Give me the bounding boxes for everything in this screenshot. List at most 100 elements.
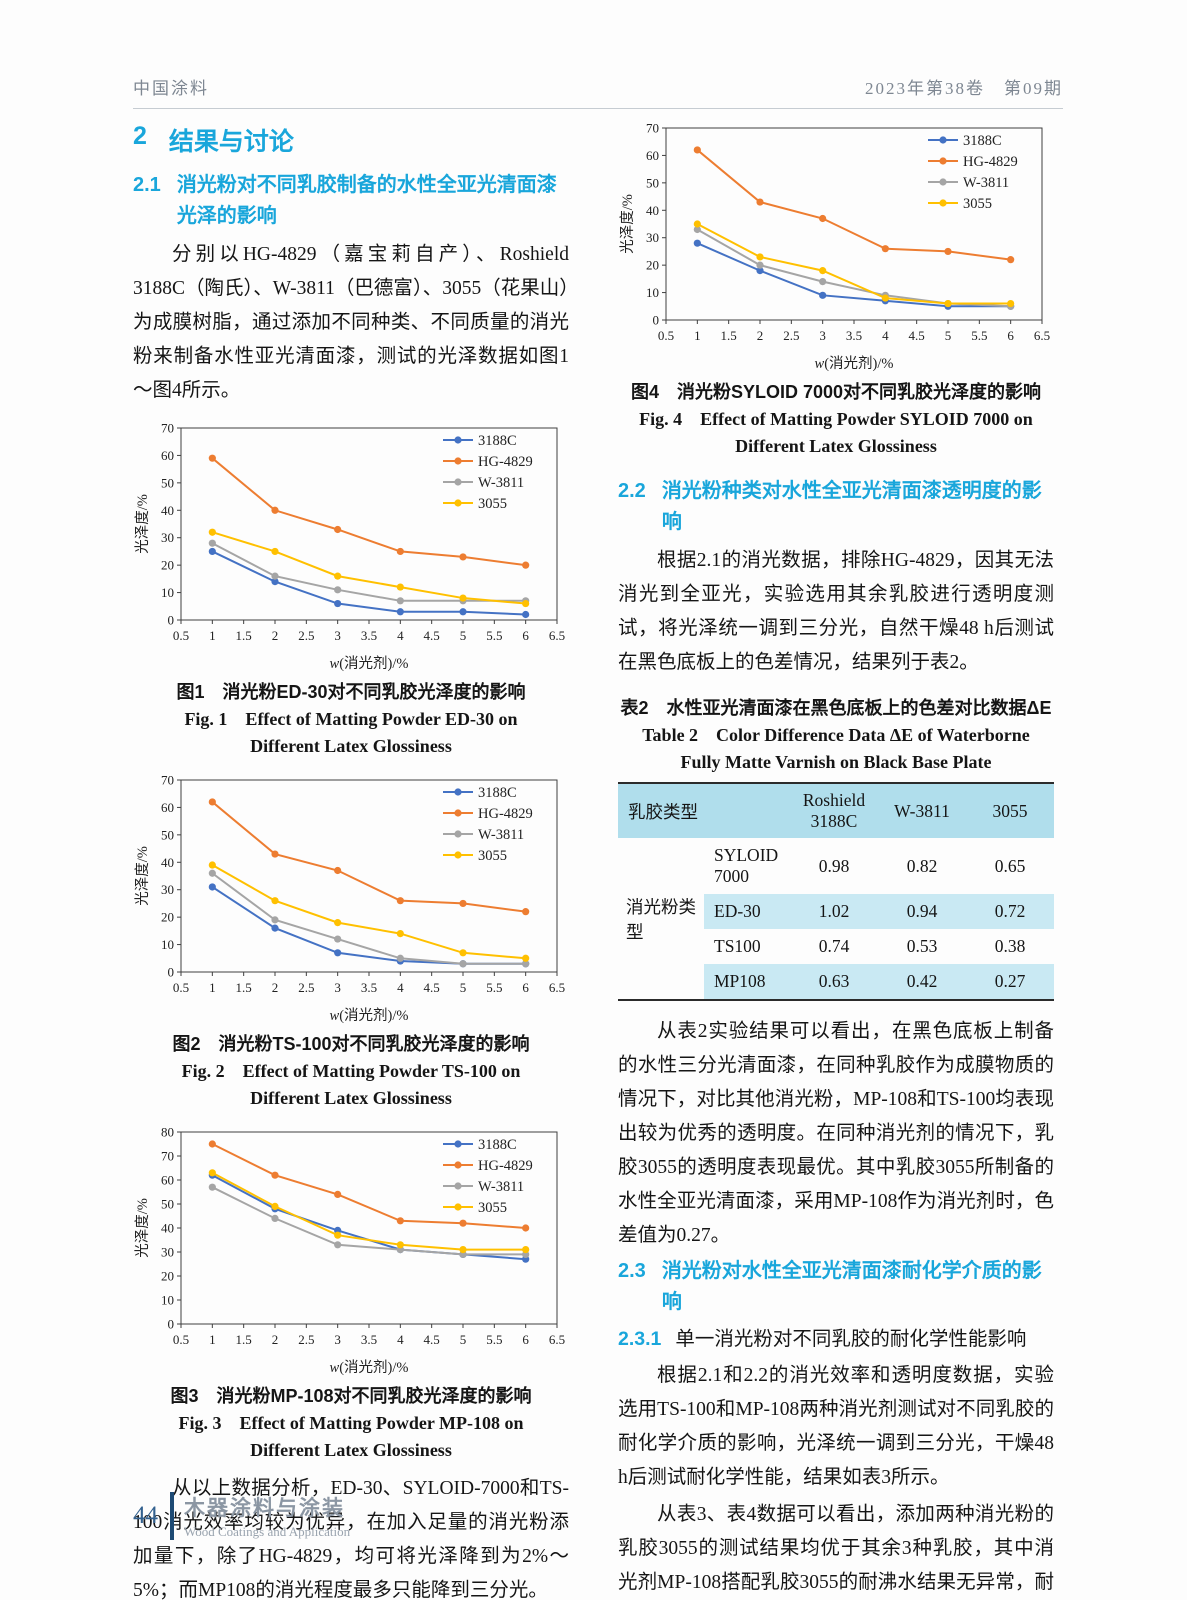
x-axis-label: w(消光剂)/% — [330, 1007, 409, 1024]
chart-legend: 3188C HG-4829 W-3811 3055 — [443, 433, 533, 512]
svg-text:2: 2 — [272, 1332, 279, 1347]
fig1-caption-zh: 图1 消光粉ED-30对不同乳胶光泽度的影响 — [176, 682, 526, 702]
table-row: MP108 0.63 0.42 0.27 — [618, 964, 1054, 1000]
svg-text:3.5: 3.5 — [846, 328, 862, 343]
fig4-caption-zh: 图4 消光粉SYLOID 7000对不同乳胶光泽度的影响 — [630, 382, 1042, 402]
svg-text:2.5: 2.5 — [783, 328, 799, 343]
svg-text:50: 50 — [161, 475, 174, 490]
svg-text:0.5: 0.5 — [173, 628, 189, 643]
svg-text:3188C: 3188C — [478, 1137, 517, 1153]
svg-text:50: 50 — [161, 1197, 174, 1212]
table2-cell: 0.63 — [790, 964, 878, 1000]
svg-text:4.5: 4.5 — [909, 328, 925, 343]
chart-axes: 0 10 20 30 40 50 60 70 0.5 1 1.5 2 2.5 3 3.5 4 4.5 5 5.5 6 6… — [134, 773, 565, 1025]
svg-text:50: 50 — [646, 175, 659, 190]
svg-text:0: 0 — [653, 313, 660, 328]
table2-cell: 0.27 — [966, 964, 1054, 1000]
chart-axes: 0 10 20 30 40 50 60 70 0.5 1 1.5 2 2.5 3 3.5 4 4.5 5 5.5 6 6… — [134, 421, 565, 673]
y-axis-label: 光泽度/% — [134, 1198, 151, 1258]
fig2-chart: 0 10 20 30 40 50 60 70 0.5 1 1.5 2 2.5 3 3.5 4 4.5 5 5.5 6 6… — [134, 773, 565, 1025]
svg-text:W-3811: W-3811 — [963, 175, 1009, 191]
svg-text:3055: 3055 — [478, 1200, 507, 1216]
svg-text:60: 60 — [161, 800, 174, 815]
chart-legend: 3188C HG-4829 W-3811 3055 — [928, 133, 1018, 212]
svg-text:1: 1 — [209, 628, 216, 643]
svg-text:2.5: 2.5 — [298, 628, 314, 643]
svg-text:6: 6 — [522, 1332, 529, 1347]
svg-text:0.5: 0.5 — [658, 328, 674, 343]
table2-powder-name: SYLOID 7000 — [714, 845, 779, 886]
svg-text:HG-4829: HG-4829 — [478, 1158, 533, 1174]
chart-axes: 0 10 20 30 40 50 60 70 0.5 1 1.5 2 2.5 3 3.5 4 4.5 5 5.5 6 6… — [619, 121, 1050, 373]
series-3188C — [208, 547, 530, 619]
section-title: 结果与讨论 — [168, 128, 294, 156]
left-column: 2 结果与讨论 2.1 消光粉对不同乳胶制备的水性全亚光清面漆光泽的影响 分别以… — [133, 120, 569, 1600]
svg-text:5.5: 5.5 — [971, 328, 987, 343]
svg-text:1.5: 1.5 — [236, 628, 252, 643]
svg-text:40: 40 — [161, 1221, 174, 1236]
table-2: 乳胶类型 Roshield 3188C W-3811 3055 消光粉类型 SYLOID… — [618, 782, 1054, 1001]
table2-row-group-label: 消光粉类型 — [618, 838, 704, 1000]
fig3-caption-en: Fig. 3 Effect of Matting Powder MP-108 o… — [178, 1413, 524, 1460]
chart-axes: 0 10 20 30 40 50 60 70 80 0.5 1 1.5 2 2.5 3 3.5 4 4.5 5 5.5… — [134, 1125, 565, 1377]
paragraph: 根据2.1和2.2的消光效率和透明度数据，实验选用TS-100和MP-108两种… — [618, 1365, 1054, 1489]
svg-text:3: 3 — [819, 328, 826, 343]
svg-text:HG-4829: HG-4829 — [478, 454, 533, 470]
svg-text:80: 80 — [161, 1125, 174, 1140]
chart-legend: 3188C HG-4829 W-3811 3055 — [443, 785, 533, 864]
page-header: 中国涂料 2023年第38卷 第09期 — [133, 74, 1063, 109]
svg-text:6: 6 — [522, 980, 529, 995]
svg-text:5.5: 5.5 — [486, 980, 502, 995]
series-3188C — [693, 239, 1015, 310]
x-axis-label: w(消光剂)/% — [330, 1359, 409, 1376]
right-column: 0 10 20 30 40 50 60 70 0.5 1 1.5 2 2.5 3 3.5 4 4.5 5 5.5 6 6… — [618, 118, 1054, 1600]
x-axis-label: w(消光剂)/% — [330, 655, 409, 672]
paragraph: 分别以HG-4829（嘉宝莉自产）、Roshield 3188C（陶氏）、W-3… — [133, 244, 569, 401]
table2-cell: 0.82 — [906, 855, 938, 876]
fig2-caption-zh: 图2 消光粉TS-100对不同乳胶光泽度的影响 — [172, 1034, 530, 1054]
svg-text:10: 10 — [161, 937, 174, 952]
svg-text:1: 1 — [209, 1332, 216, 1347]
svg-text:6.5: 6.5 — [549, 628, 565, 643]
fig4-caption-en: Fig. 4 Effect of Matting Powder SYLOID 7… — [639, 409, 1033, 456]
svg-text:20: 20 — [646, 258, 659, 273]
svg-text:30: 30 — [161, 530, 174, 545]
series-HG-4829 — [208, 454, 530, 569]
svg-text:HG-4829: HG-4829 — [478, 806, 533, 822]
svg-text:2: 2 — [757, 328, 764, 343]
svg-text:3: 3 — [334, 628, 341, 643]
table-row: ED-30 1.02 0.94 0.72 — [618, 894, 1054, 929]
series-HG-4829 — [208, 1140, 530, 1232]
y-axis-label: 光泽度/% — [134, 494, 151, 554]
svg-text:3: 3 — [334, 1332, 341, 1347]
svg-text:W-3811: W-3811 — [478, 827, 524, 843]
svg-text:4.5: 4.5 — [424, 1332, 440, 1347]
svg-text:70: 70 — [646, 121, 659, 136]
svg-text:6: 6 — [522, 628, 529, 643]
fig3-chart: 0 10 20 30 40 50 60 70 80 0.5 1 1.5 2 2.5 3 3.5 4 4.5 5 5.5… — [134, 1125, 565, 1377]
paragraph: 从以上数据分析，ED-30、SYLOID-7000和TS-100消光效率均较为优… — [133, 1478, 569, 1600]
svg-text:30: 30 — [161, 1245, 174, 1260]
paragraph: 从表2实验结果可以看出，在黑色底板上制备的水性三分光清面漆，在同种乳胶作为成膜物… — [618, 1021, 1054, 1246]
table2-head: 乳胶类型 Roshield 3188C W-3811 3055 — [618, 783, 1054, 838]
table2-cell: 0.72 — [966, 894, 1054, 929]
table2-powder-name: MP108 — [704, 964, 790, 1000]
svg-text:4: 4 — [397, 980, 404, 995]
chart-legend: 3188C HG-4829 W-3811 3055 — [443, 1137, 533, 1216]
series-W-3811 — [208, 869, 530, 968]
fig2-caption-en: Fig. 2 Effect of Matting Powder TS-100 o… — [181, 1061, 521, 1108]
svg-text:10: 10 — [161, 1293, 174, 1308]
svg-text:6: 6 — [1007, 328, 1014, 343]
section-title: 单一消光粉对不同乳胶的耐化学性能影响 — [675, 1329, 1027, 1350]
footer-section-zh: 木器涂料与涂装 — [184, 1497, 345, 1520]
figure-3: 0 10 20 30 40 50 60 70 80 0.5 1 1.5 2 2.5 3 3.5 4 4.5 5 5.5… — [133, 1122, 569, 1464]
svg-text:3055: 3055 — [478, 848, 507, 864]
series-3055 — [208, 528, 530, 608]
svg-text:2.5: 2.5 — [298, 1332, 314, 1347]
paragraph: 从表3、表4数据可以看出，添加两种消光粉的乳胶3055的测试结果均优于其余3种乳… — [618, 1504, 1054, 1594]
section-2-3-heading: 2.3 消光粉对水性全亚光清面漆耐化学介质的影响 — [618, 1256, 1054, 1318]
svg-text:6.5: 6.5 — [549, 1332, 565, 1347]
svg-text:30: 30 — [646, 230, 659, 245]
svg-text:4: 4 — [397, 1332, 404, 1347]
